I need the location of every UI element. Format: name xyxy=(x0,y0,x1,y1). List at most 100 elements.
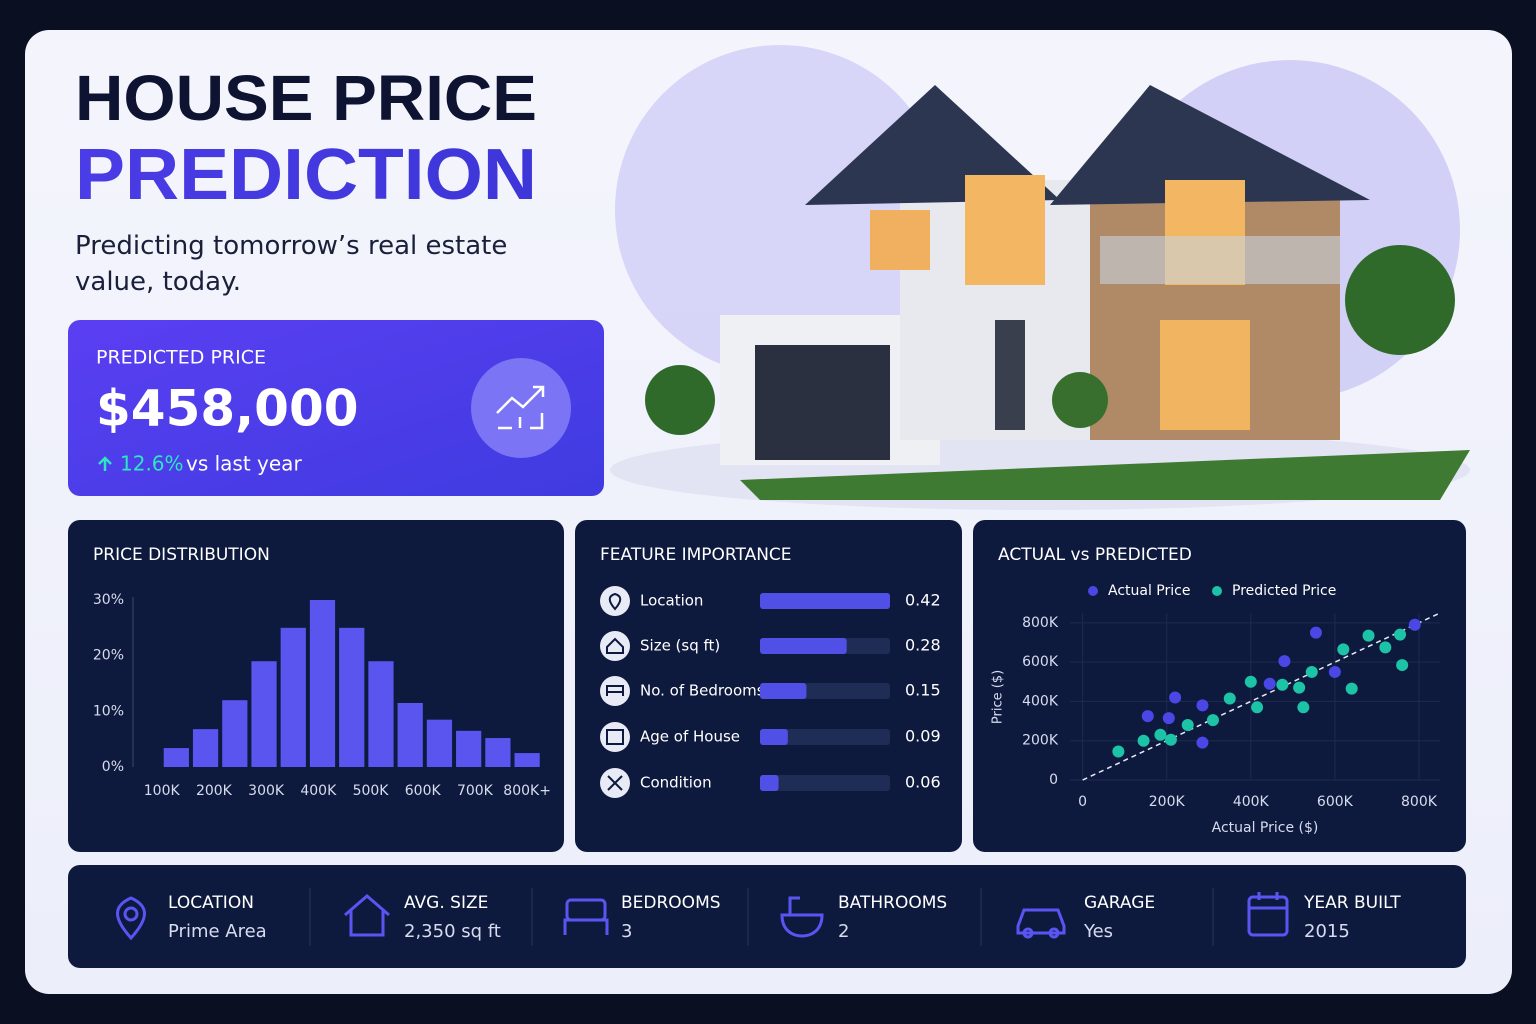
scatter-point xyxy=(1223,692,1236,705)
y-tick-label: 10% xyxy=(93,703,124,719)
scatter-point xyxy=(1278,655,1291,668)
histogram-bar xyxy=(163,748,189,767)
scatter-point xyxy=(1396,659,1409,672)
prediction-change: 12.6% xyxy=(120,452,184,476)
stat-label: BATHROOMS xyxy=(838,893,947,913)
histogram-bar xyxy=(309,600,336,767)
value-label: 0.06 xyxy=(905,773,941,792)
stat-label: BEDROOMS xyxy=(621,893,721,913)
feature-label: No. of Bedrooms xyxy=(640,682,765,700)
histogram-bar xyxy=(397,702,423,767)
histogram-bar xyxy=(339,627,365,767)
scatter-point xyxy=(1394,628,1407,641)
reference-line xyxy=(1082,612,1441,781)
x-tick-label: 0 xyxy=(1078,794,1087,810)
stat-dividers xyxy=(309,888,1214,946)
value-label: 0.28 xyxy=(905,636,941,655)
value-label: 0.42 xyxy=(905,591,941,610)
stat-icons xyxy=(116,892,1289,941)
bar xyxy=(760,683,807,699)
x-tick-label: 400K xyxy=(300,783,337,799)
house-illustration xyxy=(610,45,1470,510)
stats-bar xyxy=(68,865,1466,968)
bar-track xyxy=(760,729,890,745)
scatter-point xyxy=(1169,691,1182,704)
subtitle: Predicting tomorrow’s real estate value,… xyxy=(75,231,508,297)
feature-icon-glyphs xyxy=(606,592,624,791)
scatter-point xyxy=(1251,701,1264,714)
feature-label: Location xyxy=(640,592,703,610)
histogram-bar xyxy=(222,700,248,767)
panel-title: ACTUAL vs PREDICTED xyxy=(998,545,1192,565)
x-tick-label: 500K xyxy=(353,783,390,799)
panel-title: FEATURE IMPORTANCE xyxy=(600,545,792,565)
value-label: 0.15 xyxy=(905,681,941,700)
stat-value: 2015 xyxy=(1304,921,1350,942)
scatter-point xyxy=(1112,745,1125,758)
scatter-point xyxy=(1309,626,1322,639)
y-tick-label: 0% xyxy=(102,759,124,775)
title-line2: PREDICTION xyxy=(75,135,537,215)
scatter-point xyxy=(1196,699,1209,712)
stat-label: YEAR BUILT xyxy=(1303,893,1401,913)
scatter-point xyxy=(1244,675,1257,688)
scatter-point xyxy=(1263,677,1276,690)
up-arrow-icon xyxy=(98,456,112,471)
x-tick-label: 800K+ xyxy=(503,783,551,799)
x-tick-label: 700K xyxy=(457,783,494,799)
scatter-point xyxy=(1337,643,1350,656)
histogram-bar xyxy=(251,661,277,767)
y-tick-label: 20% xyxy=(93,648,124,664)
panel xyxy=(973,520,1466,852)
y-axis-label: Price ($) xyxy=(991,670,1006,724)
y-tick-label: 800K xyxy=(1022,615,1059,631)
scatter-point xyxy=(1206,714,1219,727)
x-tick-label: 100K xyxy=(144,783,181,799)
legend-label: Actual Price xyxy=(1108,583,1190,599)
stat-value: Prime Area xyxy=(168,921,267,942)
legend-swatch xyxy=(1088,586,1098,596)
bar xyxy=(760,638,847,654)
scatter-point xyxy=(1181,718,1194,731)
prediction-price: $458,000 xyxy=(96,380,359,438)
y-tick-label: 200K xyxy=(1022,733,1059,749)
stat-value: 2 xyxy=(838,921,849,942)
scatter-point xyxy=(1408,618,1421,631)
scatter-point xyxy=(1141,710,1154,723)
bar xyxy=(760,593,890,609)
y-tick-label: 600K xyxy=(1022,654,1059,670)
feature-label: Condition xyxy=(640,774,712,792)
stat-value: 3 xyxy=(621,921,632,942)
scatter-point xyxy=(1276,678,1289,691)
x-tick-label: 300K xyxy=(248,783,285,799)
scatter-point xyxy=(1297,701,1310,714)
title-line1: HOUSE PRICE xyxy=(75,62,537,134)
histogram-bar xyxy=(192,729,219,767)
histogram-bar xyxy=(456,730,482,767)
bar xyxy=(760,729,788,745)
legend-swatch xyxy=(1212,586,1222,596)
trend-icon-bg xyxy=(471,358,571,458)
x-tick-label: 200K xyxy=(1149,794,1186,810)
scatter-point xyxy=(1137,734,1150,747)
prediction-label: PREDICTED PRICE xyxy=(96,347,266,369)
prediction-change-note: vs last year xyxy=(186,452,302,476)
x-axis-label: Actual Price ($) xyxy=(1212,820,1319,836)
prediction-card xyxy=(68,320,604,496)
scatter-point xyxy=(1345,682,1358,695)
feature-label: Size (sq ft) xyxy=(640,637,720,655)
scatter-point xyxy=(1305,665,1318,678)
stat-value: Yes xyxy=(1083,921,1113,942)
y-tick-label: 30% xyxy=(93,592,124,608)
value-label: 0.09 xyxy=(905,727,941,746)
stat-value: 2,350 sq ft xyxy=(404,921,501,942)
y-tick-label: 0 xyxy=(1049,772,1058,788)
scatter-point xyxy=(1362,629,1375,642)
feature-label: Age of House xyxy=(640,728,740,746)
panel-title: PRICE DISTRIBUTION xyxy=(93,545,270,565)
scatter-point xyxy=(1164,733,1177,746)
x-tick-label: 600K xyxy=(405,783,442,799)
